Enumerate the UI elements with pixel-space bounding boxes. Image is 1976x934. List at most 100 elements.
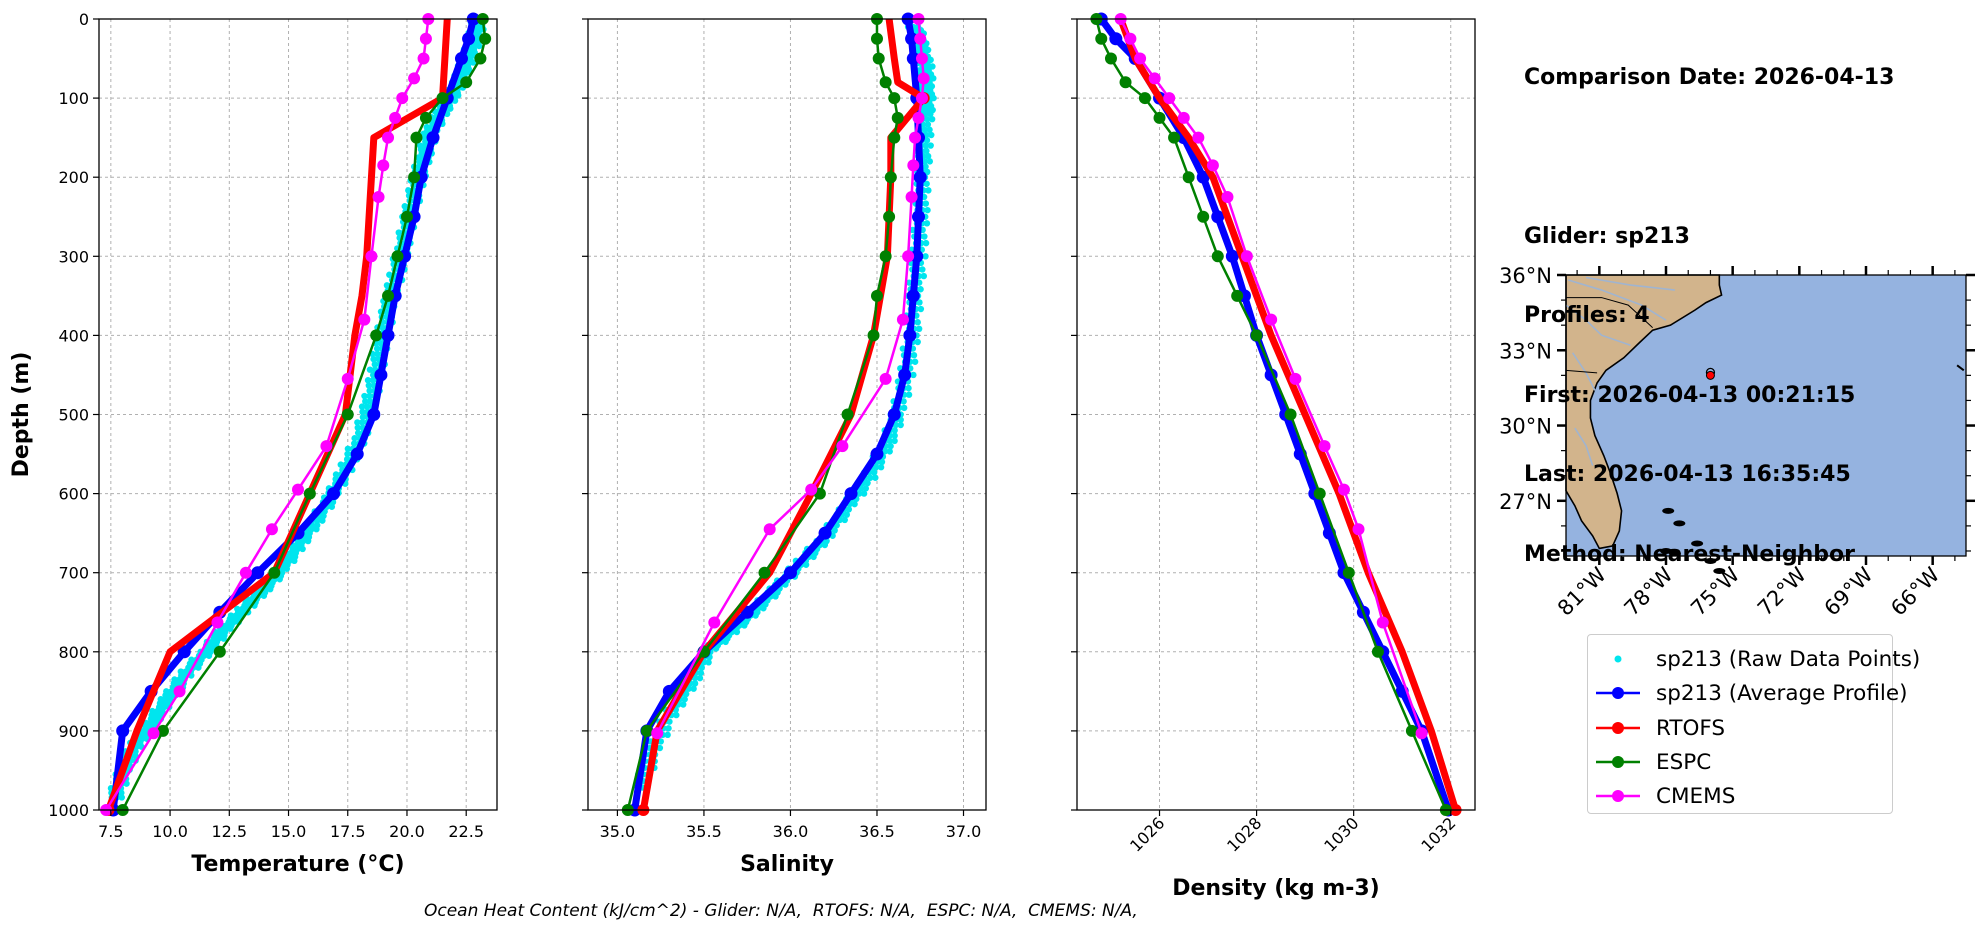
raw-data-point [909, 226, 916, 234]
raw-data-point [927, 110, 934, 118]
data-point-espc [870, 289, 883, 302]
data-point-espc [1138, 92, 1151, 105]
data-point-espc [1119, 76, 1132, 89]
island-bermuda [1956, 364, 1965, 372]
raw-data-point [872, 464, 880, 471]
legend-marker-raw [1614, 655, 1622, 663]
data-point-glider [116, 724, 130, 738]
data-point-espc [1231, 289, 1244, 302]
data-point-espc [888, 92, 901, 105]
raw-data-point [666, 718, 673, 725]
data-point-espc [303, 487, 316, 500]
data-point-espc [341, 408, 354, 421]
island [1704, 558, 1717, 565]
raw-data-point [359, 413, 367, 421]
coastline [1565, 274, 1723, 550]
raw-data-point [366, 392, 373, 400]
series-glider [1094, 12, 1455, 817]
ocean-heat-content-footer: Ocean Heat Content (kJ/cm^2) - Glider: N… [424, 901, 1138, 921]
y-tick-label: 700 [58, 564, 89, 583]
data-point-cmems [1221, 190, 1234, 203]
raw-data-point [919, 266, 926, 273]
data-point-glider [913, 170, 927, 184]
raw-data-point [821, 541, 829, 549]
raw-data-point [383, 282, 391, 289]
raw-data-point [916, 299, 923, 306]
comparison-info-panel: Comparison Date: 2026-04-13 Glider: sp21… [1524, 12, 1894, 595]
raw-data-point [752, 612, 759, 619]
data-point-glider [177, 645, 191, 659]
data-point-glider [1211, 210, 1225, 224]
data-point-espc [382, 289, 395, 302]
data-point-cmems [239, 566, 252, 579]
raw-data-point [911, 358, 919, 365]
data-point-espc [436, 92, 449, 105]
raw-data-point [915, 325, 923, 333]
series-rtofs [637, 18, 930, 816]
raw-data-point [337, 461, 344, 468]
data-point-espc [1284, 408, 1297, 421]
first-profile-time: First: 2026-04-13 00:21:15 [1524, 382, 1856, 408]
data-point-espc [213, 645, 226, 658]
raw-data-point [712, 645, 720, 652]
data-point-espc [370, 329, 383, 342]
x-axis-label: Density (kg m-3) [1172, 876, 1380, 901]
raw-data-point [283, 565, 291, 572]
raw-data-point [343, 456, 351, 463]
raw-data-point [705, 659, 712, 666]
raw-data-point [741, 622, 748, 629]
data-point-cmems [708, 616, 721, 629]
raw-data-point [359, 419, 366, 426]
raw-data-point [698, 664, 705, 671]
data-point-cmems [372, 190, 385, 203]
data-point-glider [844, 487, 858, 501]
data-point-cmems [1148, 72, 1161, 85]
raw-data-point [118, 794, 125, 801]
data-point-glider [887, 408, 901, 421]
data-point-espc [883, 210, 896, 223]
raw-data-point [927, 142, 934, 149]
data-point-espc [460, 76, 473, 89]
island [1668, 550, 1681, 557]
data-point-espc [419, 111, 432, 124]
raw-data-point [405, 187, 412, 194]
data-point-espc [1342, 566, 1355, 579]
data-point-cmems [836, 440, 849, 453]
raw-data-point [205, 652, 213, 659]
raw-data-point [923, 115, 931, 123]
x-axis-label: Temperature (°C) [191, 852, 404, 877]
data-point-cmems [358, 313, 371, 326]
series-line-rtofs [105, 18, 451, 812]
data-point-cmems [382, 131, 395, 144]
raw-data-point [665, 725, 672, 732]
raw-data-point [900, 404, 908, 412]
data-point-espc [1250, 329, 1263, 342]
raw-data-point [362, 398, 369, 405]
raw-data-point [841, 516, 848, 524]
raw-data-point [401, 203, 408, 210]
data-point-cmems [915, 52, 928, 65]
raw-data-point [923, 147, 930, 155]
raw-data-point [690, 685, 697, 692]
y-tick-label: 100 [58, 89, 89, 108]
data-point-espc [1104, 52, 1117, 65]
data-point-cmems [389, 111, 402, 124]
x-tick-label: 22.5 [448, 822, 484, 841]
data-point-cmems [763, 523, 776, 536]
data-point-glider [818, 526, 832, 540]
data-point-glider [381, 328, 395, 342]
data-point-cmems [365, 250, 378, 263]
data-point-cmems [1376, 616, 1389, 629]
x-tick-label: 35.0 [600, 822, 636, 841]
raw-data-point [371, 361, 378, 368]
river [1565, 304, 1631, 347]
raw-data-point [364, 377, 372, 384]
series-espc [116, 13, 492, 816]
data-point-espc [400, 210, 413, 223]
raw-data-point [926, 126, 933, 133]
raw-data-point [475, 42, 483, 50]
raw-data-point [910, 371, 917, 379]
data-point-glider [1109, 32, 1123, 46]
raw-data-point [299, 545, 306, 553]
raw-data-point [267, 585, 274, 593]
